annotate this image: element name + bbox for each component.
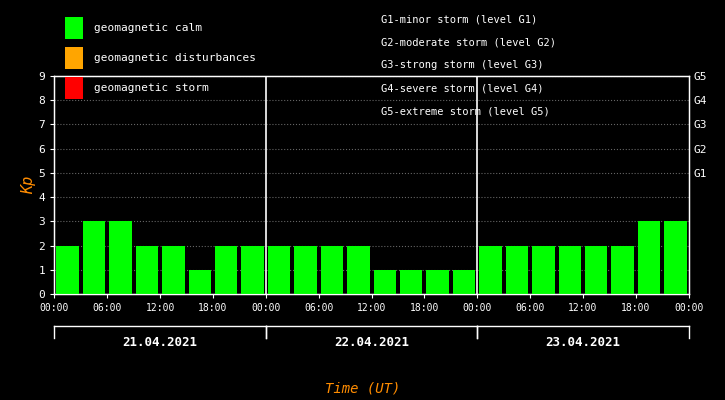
Bar [320, 246, 343, 294]
Text: G3-strong storm (level G3): G3-strong storm (level G3) [381, 60, 543, 70]
Bar [162, 246, 185, 294]
Bar [506, 246, 529, 294]
Bar [83, 221, 105, 294]
Bar [188, 270, 211, 294]
Bar [215, 246, 237, 294]
Bar [347, 246, 370, 294]
Text: 21.04.2021: 21.04.2021 [123, 336, 198, 349]
Bar [479, 246, 502, 294]
Bar [532, 246, 555, 294]
Bar [664, 221, 687, 294]
Text: Time (UT): Time (UT) [325, 382, 400, 396]
Bar [400, 270, 423, 294]
Bar [585, 246, 608, 294]
Bar [109, 221, 132, 294]
Text: 22.04.2021: 22.04.2021 [334, 336, 409, 349]
Bar [294, 246, 317, 294]
Bar [611, 246, 634, 294]
Bar [268, 246, 290, 294]
Bar [426, 270, 449, 294]
Text: G4-severe storm (level G4): G4-severe storm (level G4) [381, 84, 543, 94]
Text: geomagnetic storm: geomagnetic storm [94, 83, 209, 93]
Bar [136, 246, 158, 294]
Text: G2-moderate storm (level G2): G2-moderate storm (level G2) [381, 37, 555, 47]
Bar [638, 221, 660, 294]
Bar [57, 246, 79, 294]
Bar [453, 270, 476, 294]
Y-axis label: Kp: Kp [21, 176, 36, 194]
Bar [241, 246, 264, 294]
Bar [558, 246, 581, 294]
Text: G5-extreme storm (level G5): G5-extreme storm (level G5) [381, 107, 550, 117]
Text: G1-minor storm (level G1): G1-minor storm (level G1) [381, 14, 537, 24]
Bar [373, 270, 396, 294]
Text: geomagnetic calm: geomagnetic calm [94, 23, 202, 33]
Text: geomagnetic disturbances: geomagnetic disturbances [94, 53, 256, 63]
Text: 23.04.2021: 23.04.2021 [545, 336, 621, 349]
